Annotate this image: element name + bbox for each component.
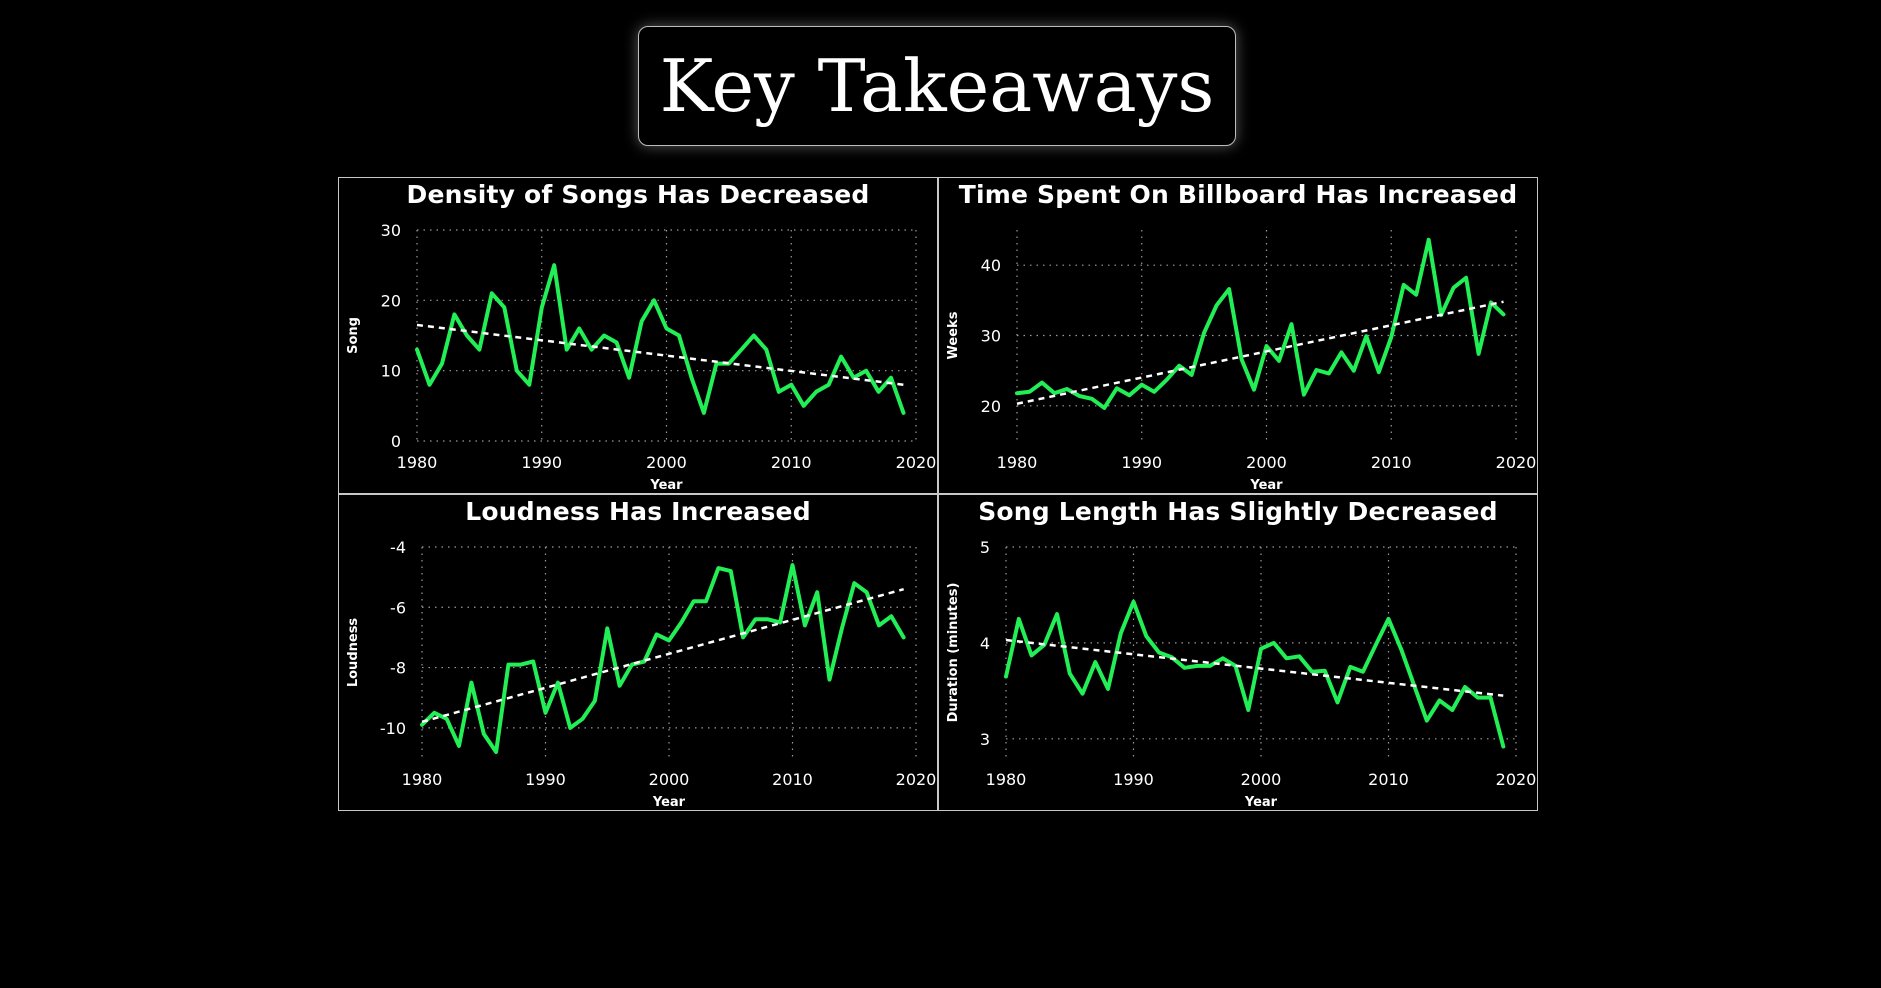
x-tick-label: 1980 [997, 453, 1038, 472]
chart-song-length: 3 4 5 1980 1990 2000 2010 2020 Year Duration (min… [946, 538, 1537, 810]
x-tick-label: 2000 [1246, 453, 1287, 472]
x-tick-label: 2020 [1496, 453, 1537, 472]
y-tick-label: 5 [980, 538, 990, 557]
y-tick-label: 40 [981, 256, 1001, 275]
y-tick-label: -6 [390, 598, 406, 617]
x-tick-label: 1990 [1113, 770, 1154, 789]
chart-billboard: 20 30 40 1980 1990 2000 2010 2020 Year Weeks [946, 230, 1537, 493]
x-tick-label: 1990 [1121, 453, 1162, 472]
y-tick-label: 10 [381, 362, 401, 381]
series-line [1004, 599, 1506, 749]
x-tick-label: 1980 [986, 770, 1027, 789]
chart-loudness: -10 -8 -6 -4 1980 1990 2000 2010 2020 Year Loudnes… [346, 538, 937, 810]
x-tick-label: 2000 [1241, 770, 1282, 789]
x-tick-label: 1980 [397, 453, 438, 472]
y-axis-title: Weeks [946, 311, 961, 359]
x-tick-label: 2020 [1496, 770, 1537, 789]
charts-grid: Density of Songs Has Decreased 0 10 20 30 19… [338, 177, 1538, 811]
chart-title-billboard: Time Spent On Billboard Has Increased [958, 180, 1518, 209]
y-tick-label: 4 [980, 634, 990, 653]
page-title: Key Takeaways [659, 44, 1215, 128]
y-axis-title: Loudness [346, 618, 361, 688]
chart-density: 0 10 20 30 1980 1990 2000 2010 2020 Year Song [346, 221, 937, 493]
x-tick-label: 1990 [521, 453, 562, 472]
chart-panel-loudness: Loudness Has Increased -10 -8 -6 -4 1980 1990… [338, 494, 938, 811]
y-tick-label: 20 [381, 291, 401, 310]
trend-line [1016, 300, 1504, 405]
series-line [420, 563, 906, 754]
x-tick-label: 2020 [896, 453, 937, 472]
trend-line [416, 323, 904, 386]
chart-panel-density: Density of Songs Has Decreased 0 10 20 30 19… [338, 177, 938, 494]
chart-title-song-length: Song Length Has Slightly Decreased [978, 497, 1498, 526]
x-tick-label: 2010 [772, 770, 813, 789]
chart-title-loudness: Loudness Has Increased [465, 497, 811, 526]
x-tick-label: 1990 [525, 770, 566, 789]
series-line [1015, 237, 1506, 410]
y-tick-label: -4 [390, 538, 406, 557]
y-tick-label: -10 [380, 719, 406, 738]
x-axis-title: Year [1244, 795, 1278, 810]
chart-title-density: Density of Songs Has Decreased [406, 180, 870, 209]
chart-panel-billboard: Time Spent On Billboard Has Increased 20… [938, 177, 1538, 494]
trend-line [421, 587, 904, 724]
title-box: Key Takeaways [638, 26, 1236, 146]
y-axis-title: Song [346, 317, 361, 354]
x-tick-label: 2010 [1368, 770, 1409, 789]
y-tick-label: 30 [981, 327, 1001, 346]
x-axis-title: Year [649, 478, 683, 493]
x-tick-label: 2000 [646, 453, 687, 472]
y-tick-label: -8 [390, 659, 406, 678]
y-tick-label: 3 [980, 730, 990, 749]
x-axis-title: Year [652, 795, 686, 810]
series-line [415, 263, 906, 415]
x-tick-label: 2010 [1371, 453, 1412, 472]
x-tick-label: 1980 [402, 770, 443, 789]
y-tick-label: 30 [381, 221, 401, 240]
y-axis-title: Duration (minutes) [946, 583, 961, 723]
y-tick-label: 20 [981, 397, 1001, 416]
y-tick-label: 0 [391, 432, 401, 451]
chart-panel-song-length: Song Length Has Slightly Decreased 3 4 5 19… [938, 494, 1538, 811]
x-tick-label: 2010 [771, 453, 812, 472]
x-tick-label: 2020 [896, 770, 937, 789]
x-tick-label: 2000 [649, 770, 690, 789]
x-axis-title: Year [1249, 478, 1283, 493]
